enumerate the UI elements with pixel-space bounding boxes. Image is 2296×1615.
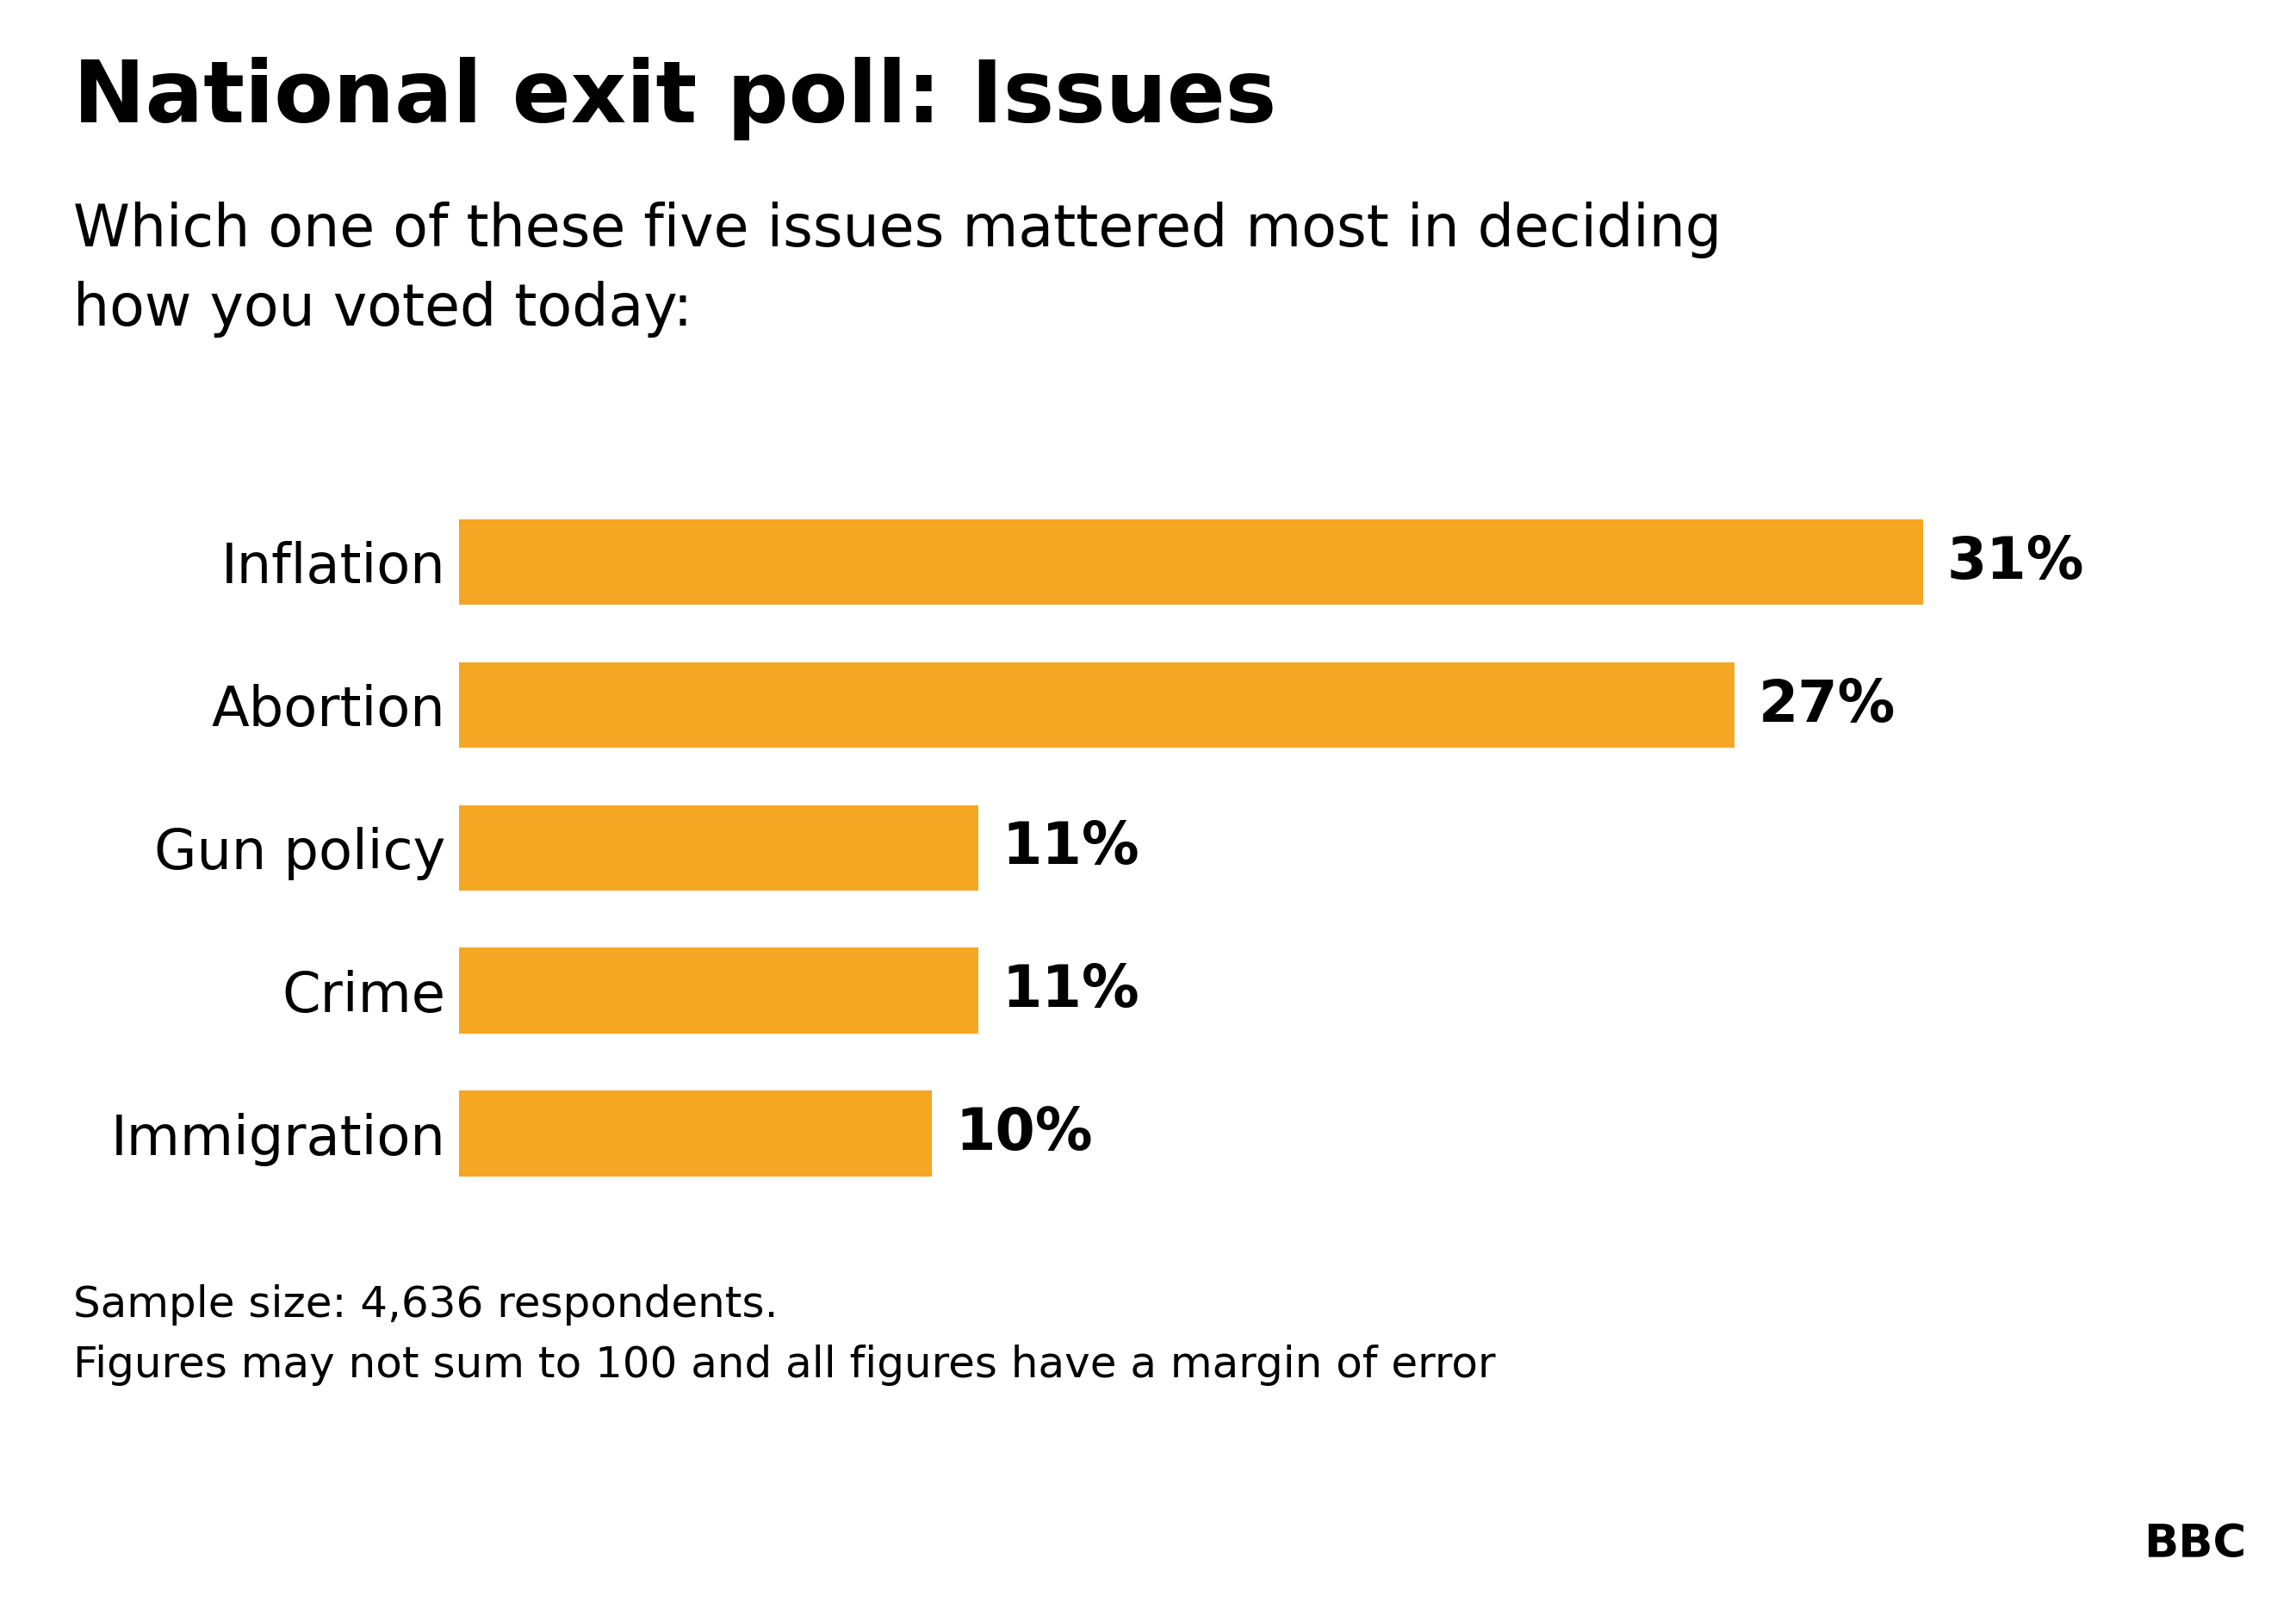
Text: Which one of these five issues mattered most in deciding
how you voted today:: Which one of these five issues mattered … <box>73 202 1722 338</box>
Bar <box>459 804 978 891</box>
Bar <box>459 948 978 1034</box>
Text: 11%: 11% <box>1003 819 1139 877</box>
Bar <box>459 662 1733 748</box>
Bar <box>459 1090 932 1176</box>
Text: Source: Edison Research/NEP via Reuters, 9 Nov, 00.18 EST (05.18 GMT): Source: Edison Research/NEP via Reuters,… <box>41 1525 1520 1563</box>
Bar <box>459 520 1924 606</box>
Text: National exit poll: Issues: National exit poll: Issues <box>73 57 1277 141</box>
FancyBboxPatch shape <box>2112 1486 2278 1602</box>
Text: 10%: 10% <box>955 1105 1093 1163</box>
Text: 27%: 27% <box>1759 677 1894 733</box>
Text: 31%: 31% <box>1947 533 2085 591</box>
Text: 11%: 11% <box>1003 963 1139 1019</box>
Text: BBC: BBC <box>2144 1521 2245 1567</box>
Text: Sample size: 4,636 respondents.
Figures may not sum to 100 and all figures have : Sample size: 4,636 respondents. Figures … <box>73 1284 1497 1386</box>
